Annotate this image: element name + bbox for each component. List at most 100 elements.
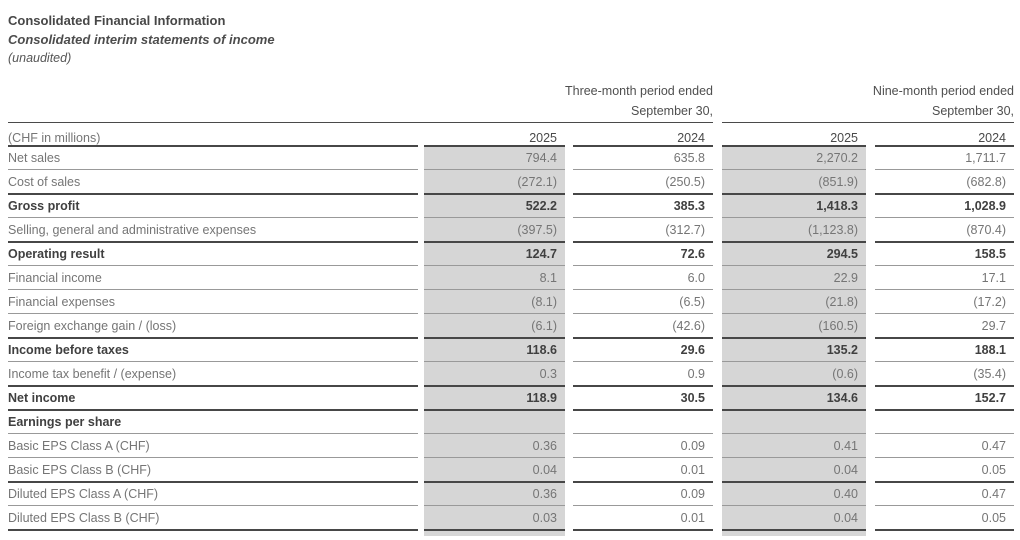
page-title: Consolidated Financial Information	[8, 13, 226, 28]
row-label: Net income	[8, 385, 418, 409]
value-cell: 6.0	[573, 265, 713, 289]
value-cell: (8.1)	[424, 289, 565, 313]
document-header: Consolidated Financial Information Conso…	[8, 11, 275, 68]
value-cell: 0.3	[424, 361, 565, 385]
row-label: Income before taxes	[8, 337, 418, 361]
value-cell: 0.40	[722, 481, 866, 505]
row-label: Basic EPS Class A (CHF)	[8, 433, 418, 457]
year-column-2024: 2024	[677, 131, 705, 145]
value-cell: 17.1	[875, 265, 1014, 289]
value-cell: 635.8	[573, 145, 713, 169]
value-cell: 1,418.3	[722, 193, 866, 217]
value-cell: 158.5	[875, 241, 1014, 265]
value-cell: 118.9	[424, 385, 565, 409]
header-rule-three-month	[8, 122, 713, 123]
year-column-2025: 2025	[830, 131, 858, 145]
value-cell: 0.04	[722, 457, 866, 481]
value-cell: (397.5)	[424, 217, 565, 241]
period-header-nine-month: Nine-month period ended September 30,	[722, 81, 1014, 121]
unaudited-note: (unaudited)	[8, 51, 72, 65]
year-column-2025: 2025	[529, 131, 557, 145]
bottom-rule-segment	[573, 529, 713, 536]
table-row: Operating result 124.7 72.6 294.5 158.5	[8, 241, 1014, 265]
value-cell: 794.4	[424, 145, 565, 169]
value-cell: (17.2)	[875, 289, 1014, 313]
value-cell: 0.05	[875, 457, 1014, 481]
value-cell: (6.5)	[573, 289, 713, 313]
value-cell: (42.6)	[573, 313, 713, 337]
table-row: Earnings per share	[8, 409, 1014, 433]
value-cell: (0.6)	[722, 361, 866, 385]
value-cell: 0.04	[722, 505, 866, 529]
table-row: Financial expenses (8.1) (6.5) (21.8) (17.2)	[8, 289, 1014, 313]
value-cell: (870.4)	[875, 217, 1014, 241]
table-row: Selling, general and administrative expe…	[8, 217, 1014, 241]
table-column-header-row: (CHF in millions) 2025 2024 2025 2024	[8, 124, 1014, 145]
value-cell: (6.1)	[424, 313, 565, 337]
value-cell: 0.01	[573, 457, 713, 481]
value-cell: 294.5	[722, 241, 866, 265]
value-cell	[722, 409, 866, 433]
bottom-rule-segment	[424, 529, 565, 536]
page-subtitle: Consolidated interim statements of incom…	[8, 32, 275, 47]
table-bottom-rule	[8, 529, 1014, 536]
table-row: Income before taxes 118.6 29.6 135.2 188.1	[8, 337, 1014, 361]
value-cell: 0.47	[875, 481, 1014, 505]
year-column-2024: 2024	[978, 131, 1006, 145]
row-label: Income tax benefit / (expense)	[8, 361, 418, 385]
value-cell: 0.36	[424, 433, 565, 457]
table-row: Net sales 794.4 635.8 2,270.2 1,711.7	[8, 145, 1014, 169]
row-label: Financial expenses	[8, 289, 418, 313]
value-cell: (21.8)	[722, 289, 866, 313]
row-label: Gross profit	[8, 193, 418, 217]
value-cell: (1,123.8)	[722, 217, 866, 241]
value-cell: 29.6	[573, 337, 713, 361]
period-header-line2: September 30,	[932, 104, 1014, 118]
table-row: Financial income 8.1 6.0 22.9 17.1	[8, 265, 1014, 289]
value-cell: 118.6	[424, 337, 565, 361]
value-cell: 30.5	[573, 385, 713, 409]
row-label: Cost of sales	[8, 169, 418, 193]
value-cell: 124.7	[424, 241, 565, 265]
value-cell: (312.7)	[573, 217, 713, 241]
value-cell: (250.5)	[573, 169, 713, 193]
value-cell: 0.03	[424, 505, 565, 529]
row-label: Basic EPS Class B (CHF)	[8, 457, 418, 481]
value-cell: 385.3	[573, 193, 713, 217]
bottom-rule-segment	[875, 529, 1014, 536]
value-cell	[573, 409, 713, 433]
value-cell: 0.47	[875, 433, 1014, 457]
value-cell: 72.6	[573, 241, 713, 265]
value-cell: 188.1	[875, 337, 1014, 361]
row-label: Foreign exchange gain / (loss)	[8, 313, 418, 337]
bottom-rule-segment	[722, 529, 866, 536]
bottom-rule-segment	[8, 529, 418, 536]
table-row: Basic EPS Class B (CHF) 0.04 0.01 0.04 0.05	[8, 457, 1014, 481]
value-cell: 0.05	[875, 505, 1014, 529]
value-cell: 0.01	[573, 505, 713, 529]
value-cell: (851.9)	[722, 169, 866, 193]
table-body: Net sales 794.4 635.8 2,270.2 1,711.7 Cost of…	[8, 145, 1014, 536]
value-cell: 0.36	[424, 481, 565, 505]
table-row: Foreign exchange gain / (loss) (6.1) (42.6…	[8, 313, 1014, 337]
value-cell: 0.9	[573, 361, 713, 385]
value-cell: (682.8)	[875, 169, 1014, 193]
period-header-line2: September 30,	[631, 104, 713, 118]
table-row: Cost of sales (272.1) (250.5) (851.9) (682.8…	[8, 169, 1014, 193]
value-cell: (35.4)	[875, 361, 1014, 385]
value-cell: 152.7	[875, 385, 1014, 409]
value-cell: 522.2	[424, 193, 565, 217]
row-label: Net sales	[8, 145, 418, 169]
value-cell: 8.1	[424, 265, 565, 289]
table-row: Diluted EPS Class B (CHF) 0.03 0.01 0.04 0.0…	[8, 505, 1014, 529]
table-row: Income tax benefit / (expense) 0.3 0.9 (0.6…	[8, 361, 1014, 385]
value-cell: 135.2	[722, 337, 866, 361]
table-row: Basic EPS Class A (CHF) 0.36 0.09 0.41 0.47	[8, 433, 1014, 457]
row-label: Financial income	[8, 265, 418, 289]
value-cell: 0.09	[573, 481, 713, 505]
value-cell: 0.09	[573, 433, 713, 457]
value-cell: 22.9	[722, 265, 866, 289]
value-cell: 0.04	[424, 457, 565, 481]
period-header-line1: Three-month period ended	[564, 84, 713, 98]
value-cell: (272.1)	[424, 169, 565, 193]
